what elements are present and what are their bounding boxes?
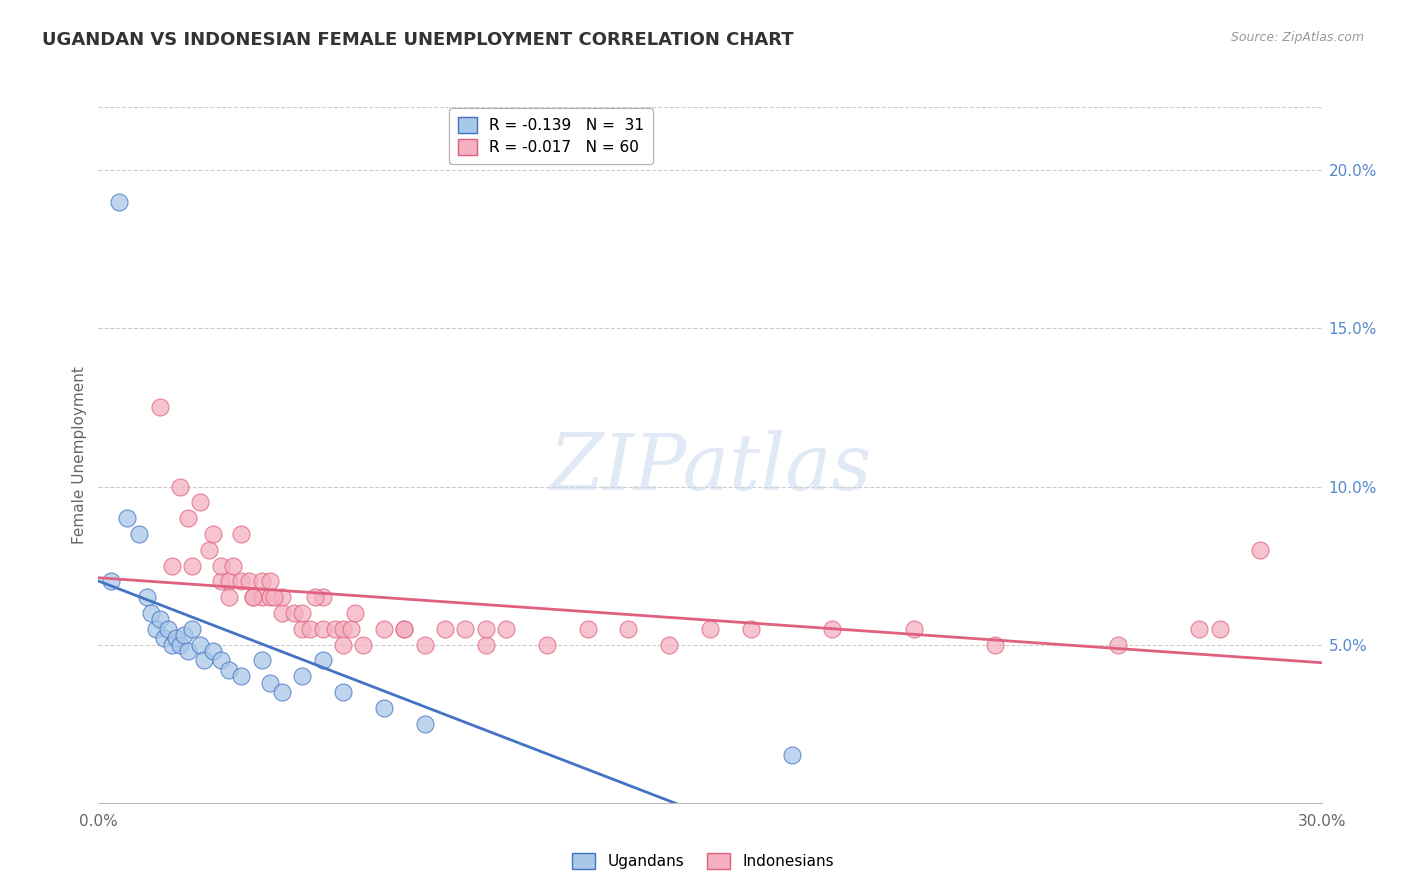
Point — [312, 653, 335, 667]
Point — [181, 622, 204, 636]
Point — [209, 558, 232, 573]
Point — [392, 622, 416, 636]
Point — [115, 511, 138, 525]
Point — [169, 479, 191, 493]
Point — [160, 638, 183, 652]
Point — [1208, 622, 1232, 636]
Point — [201, 644, 224, 658]
Point — [263, 591, 285, 605]
Point — [299, 622, 322, 636]
Point — [218, 574, 240, 589]
Point — [231, 669, 253, 683]
Point — [222, 558, 245, 573]
Point — [193, 653, 215, 667]
Point — [242, 591, 264, 605]
Point — [270, 685, 294, 699]
Point — [658, 638, 681, 652]
Point — [291, 622, 314, 636]
Point — [218, 591, 240, 605]
Point — [238, 574, 260, 589]
Point — [699, 622, 721, 636]
Point — [181, 558, 204, 573]
Point — [250, 653, 273, 667]
Point — [373, 701, 395, 715]
Point — [156, 622, 179, 636]
Point — [576, 622, 599, 636]
Point — [413, 716, 436, 731]
Point — [291, 606, 314, 620]
Point — [1188, 622, 1211, 636]
Point — [136, 591, 159, 605]
Point — [242, 591, 264, 605]
Point — [177, 511, 200, 525]
Point — [250, 591, 273, 605]
Point — [984, 638, 1007, 652]
Point — [283, 606, 305, 620]
Point — [201, 527, 224, 541]
Point — [128, 527, 150, 541]
Legend: Ugandans, Indonesians: Ugandans, Indonesians — [567, 847, 839, 875]
Point — [340, 622, 363, 636]
Point — [332, 622, 354, 636]
Point — [495, 622, 517, 636]
Point — [173, 628, 195, 642]
Y-axis label: Female Unemployment: Female Unemployment — [72, 366, 87, 544]
Point — [413, 638, 436, 652]
Point — [780, 748, 803, 763]
Point — [218, 663, 240, 677]
Point — [454, 622, 477, 636]
Point — [740, 622, 762, 636]
Point — [250, 574, 273, 589]
Point — [304, 591, 326, 605]
Point — [392, 622, 416, 636]
Point — [474, 638, 498, 652]
Point — [352, 638, 374, 652]
Point — [821, 622, 844, 636]
Point — [332, 638, 354, 652]
Point — [141, 606, 163, 620]
Point — [197, 542, 219, 557]
Point — [433, 622, 456, 636]
Point — [312, 622, 335, 636]
Text: UGANDAN VS INDONESIAN FEMALE UNEMPLOYMENT CORRELATION CHART: UGANDAN VS INDONESIAN FEMALE UNEMPLOYMEN… — [42, 31, 794, 49]
Point — [617, 622, 640, 636]
Point — [270, 606, 294, 620]
Legend: R = -0.139   N =  31, R = -0.017   N = 60: R = -0.139 N = 31, R = -0.017 N = 60 — [449, 108, 652, 164]
Point — [152, 632, 174, 646]
Point — [188, 495, 212, 509]
Point — [209, 653, 232, 667]
Point — [373, 622, 395, 636]
Point — [536, 638, 558, 652]
Point — [270, 591, 294, 605]
Point — [188, 638, 212, 652]
Point — [177, 644, 200, 658]
Point — [169, 638, 191, 652]
Point — [149, 612, 172, 626]
Point — [231, 574, 253, 589]
Point — [108, 194, 131, 209]
Point — [903, 622, 925, 636]
Point — [100, 574, 122, 589]
Point — [209, 574, 232, 589]
Point — [1249, 542, 1271, 557]
Point — [474, 622, 498, 636]
Text: Source: ZipAtlas.com: Source: ZipAtlas.com — [1230, 31, 1364, 45]
Point — [332, 685, 354, 699]
Point — [160, 558, 183, 573]
Point — [149, 401, 172, 415]
Point — [344, 606, 367, 620]
Point — [259, 591, 281, 605]
Point — [145, 622, 167, 636]
Point — [291, 669, 314, 683]
Point — [259, 574, 281, 589]
Text: ZIPatlas: ZIPatlas — [548, 431, 872, 507]
Point — [1107, 638, 1129, 652]
Point — [259, 675, 281, 690]
Point — [231, 527, 253, 541]
Point — [312, 591, 335, 605]
Point — [165, 632, 187, 646]
Point — [323, 622, 346, 636]
